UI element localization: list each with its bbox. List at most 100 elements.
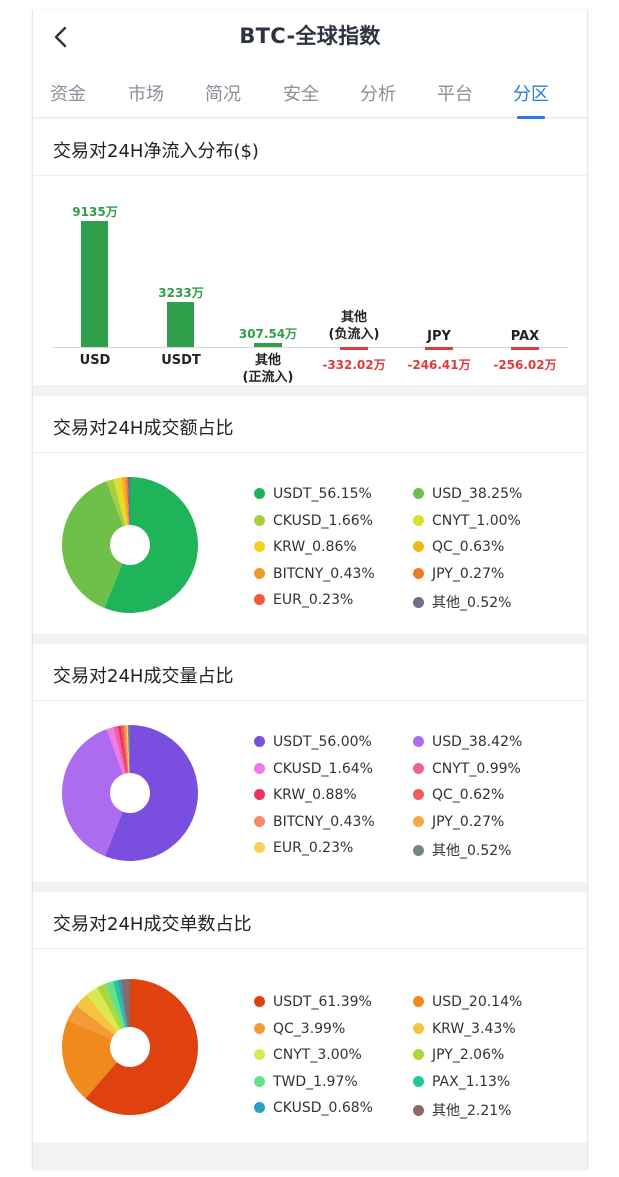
legend-label: BITCNY_0.43% bbox=[273, 813, 375, 830]
amount-share-pie bbox=[61, 477, 198, 613]
legend-swatch bbox=[254, 488, 265, 499]
legend-swatch bbox=[413, 1075, 424, 1087]
bar-value-usd: 9135万 bbox=[72, 205, 118, 219]
bar-label-usd: USD bbox=[79, 353, 111, 368]
pie-slice bbox=[86, 987, 121, 1032]
tab-analysis[interactable]: 分析 bbox=[360, 84, 396, 105]
pie-slice bbox=[123, 725, 129, 774]
legend-label: KRW_3.43% bbox=[432, 1020, 516, 1037]
legend-swatch bbox=[254, 1022, 265, 1034]
pie-slice bbox=[127, 477, 130, 526]
count-share-card: 交易对24H成交单数占比 USDT_61.39% USD_20.14% QC_3.9… bbox=[33, 892, 587, 1142]
legend-swatch bbox=[413, 845, 424, 856]
legend-label: KRW_0.86% bbox=[273, 539, 357, 555]
bar-other-positive bbox=[254, 343, 282, 347]
legend-label: CKUSD_0.68% bbox=[273, 1100, 373, 1116]
legend-label: CNYT_3.00% bbox=[273, 1047, 362, 1063]
bar-label-usdt: USDT bbox=[161, 353, 201, 368]
bar-value-usdt: 3233万 bbox=[158, 286, 204, 300]
pie-slice bbox=[106, 479, 126, 527]
tab-partition[interactable]: 分区 bbox=[501, 80, 561, 119]
legend-label: JPY_2.06% bbox=[432, 1047, 505, 1063]
legend-label: QC_3.99% bbox=[273, 1020, 346, 1037]
legend-item: 其他_0.52% bbox=[413, 840, 511, 860]
legend-label: EUR_0.23% bbox=[273, 840, 354, 856]
legend-item: TWD_1.97% bbox=[254, 1074, 358, 1090]
bar-label-pax: PAX bbox=[510, 329, 540, 344]
legend-item: KRW_0.88% bbox=[254, 787, 357, 803]
bar-usd bbox=[81, 221, 108, 347]
legend-label: KRW_0.88% bbox=[273, 787, 357, 803]
legend-label: USD_38.42% bbox=[432, 734, 523, 750]
legend-item: USD_38.42% bbox=[413, 734, 522, 750]
back-button[interactable] bbox=[49, 22, 75, 52]
legend-label: 其他_0.52% bbox=[432, 595, 512, 611]
pie-slice bbox=[125, 725, 130, 774]
bar-value-other-positive: 307.54万 bbox=[238, 327, 298, 341]
legend-label: PAX_1.13% bbox=[432, 1073, 511, 1090]
bar-usdt bbox=[167, 302, 194, 347]
legend-swatch bbox=[413, 514, 424, 526]
legend-item: USDT_56.15% bbox=[254, 486, 372, 502]
pie-slice bbox=[67, 1005, 115, 1040]
legend-item: USDT_61.39% bbox=[254, 994, 372, 1010]
legend-label: USD_20.14% bbox=[432, 994, 523, 1010]
bar-value-pax: -256.02万 bbox=[493, 358, 557, 372]
legend-swatch bbox=[254, 842, 265, 853]
bar-label-jpy: JPY bbox=[427, 329, 451, 344]
legend-swatch bbox=[413, 1022, 424, 1034]
legend-label: CKUSD_1.66% bbox=[273, 512, 373, 529]
pie-slice bbox=[120, 979, 130, 1028]
bar-pax bbox=[511, 347, 539, 350]
legend-item: BITCNY_0.43% bbox=[254, 814, 375, 830]
legend-item: JPY_2.06% bbox=[413, 1047, 504, 1063]
legend-label: 其他_2.21% bbox=[432, 1103, 512, 1119]
tab-funds[interactable]: 资金 bbox=[50, 84, 86, 105]
legend-item: JPY_0.27% bbox=[413, 566, 504, 582]
tab-security[interactable]: 安全 bbox=[283, 84, 319, 105]
legend-label: CKUSD_1.64% bbox=[273, 760, 373, 777]
legend-swatch bbox=[254, 514, 265, 526]
pie-slice bbox=[105, 981, 126, 1029]
legend-swatch bbox=[413, 789, 424, 800]
legend-item: QC_0.63% bbox=[413, 539, 504, 555]
count-share-title: 交易对24H成交单数占比 bbox=[53, 914, 252, 935]
bar-value-jpy: -246.41万 bbox=[407, 358, 471, 372]
legend-item: CNYT_3.00% bbox=[254, 1047, 362, 1063]
active-tab-indicator bbox=[517, 116, 545, 119]
label-line-1: 其他 bbox=[254, 353, 281, 368]
chart-baseline bbox=[53, 347, 568, 348]
legend-item: QC_3.99% bbox=[254, 1021, 345, 1037]
tab-partition-label: 分区 bbox=[513, 84, 549, 105]
legend-item: CKUSD_1.66% bbox=[254, 513, 373, 529]
pie-slice bbox=[121, 725, 129, 774]
legend-swatch bbox=[413, 1105, 424, 1116]
legend-item: USD_38.25% bbox=[413, 486, 522, 502]
pie-slice bbox=[85, 979, 198, 1115]
bar-label-other-negative: 其他 (负流入) bbox=[309, 309, 399, 343]
legend-swatch bbox=[254, 789, 265, 800]
legend-label: QC_0.62% bbox=[432, 787, 505, 803]
legend-item: 其他_2.21% bbox=[413, 1100, 511, 1120]
app-screen: BTC-全球指数 资金 市场 简况 安全 分析 平台 分区 交易对24H净流入分… bbox=[32, 10, 588, 1170]
pie-slice bbox=[104, 725, 198, 861]
pie-slice bbox=[126, 725, 130, 774]
legend-item: CNYT_0.99% bbox=[413, 761, 521, 777]
legend-label: JPY_0.27% bbox=[432, 565, 505, 582]
legend-swatch bbox=[254, 1102, 265, 1113]
legend-swatch bbox=[413, 762, 424, 774]
pie-slice bbox=[113, 478, 127, 526]
legend-item: USDT_56.00% bbox=[254, 734, 372, 750]
legend-swatch bbox=[254, 541, 265, 552]
legend-swatch bbox=[413, 996, 424, 1007]
tab-platform[interactable]: 平台 bbox=[437, 84, 473, 105]
legend-swatch bbox=[413, 567, 424, 579]
legend-item: CKUSD_1.64% bbox=[254, 761, 373, 777]
legend-item: KRW_0.86% bbox=[254, 539, 357, 555]
tab-market[interactable]: 市场 bbox=[128, 84, 164, 105]
tab-overview[interactable]: 简况 bbox=[205, 84, 241, 105]
legend-label: EUR_0.23% bbox=[273, 592, 354, 608]
pie-slice bbox=[117, 477, 128, 526]
legend-item: PAX_1.13% bbox=[413, 1074, 510, 1090]
legend-item: QC_0.62% bbox=[413, 787, 504, 803]
